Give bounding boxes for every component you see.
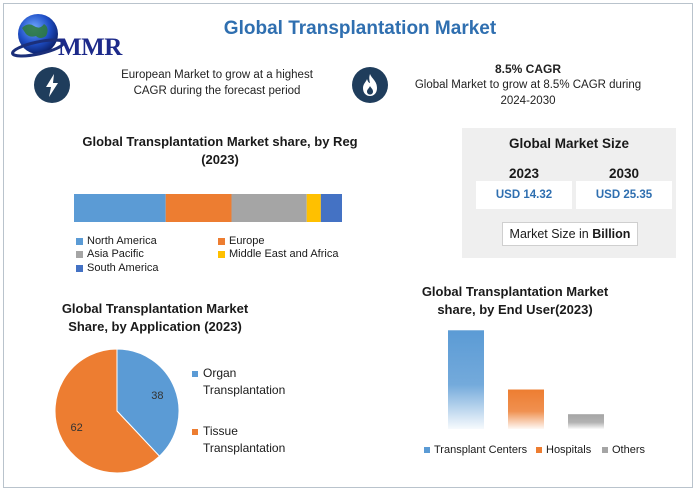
region-chart-title-line1: Global Transplantation Market share, by …: [82, 134, 358, 149]
application-chart-title-line2: Share, by Application (2023): [68, 319, 242, 334]
legend-label: Middle East and Africa: [229, 248, 339, 260]
legend-swatch: [218, 238, 225, 245]
legend-label: North America: [87, 235, 157, 247]
lightning-icon: [34, 67, 70, 103]
legend-transplant-centers: Transplant Centers: [424, 444, 527, 456]
segment-south-america: [320, 194, 342, 222]
segment-north-america: [74, 194, 166, 222]
infographic-frame: [3, 3, 693, 488]
pie-label-organ-transplantation: 38: [151, 390, 163, 402]
bar-hospitals: [508, 389, 544, 429]
unit-prefix: Market Size in: [509, 227, 589, 241]
segment-europe: [165, 194, 232, 222]
legend-swatch: [602, 447, 608, 453]
legend-label: Asia Pacific: [87, 248, 144, 260]
legend-swatch: [218, 251, 225, 258]
legend-asia-pacific: Asia Pacific: [76, 248, 144, 261]
logo-text: MMR: [58, 34, 122, 61]
highlight-europe: European Market to grow at a highest CAG…: [92, 67, 342, 99]
pie-slice-organ-transplantation: [116, 348, 180, 457]
legend-others: Others: [602, 444, 645, 456]
legend-tissue-line1: Tissue: [203, 424, 238, 438]
segment-asia-pacific: [231, 194, 307, 222]
cagr-headline: 8.5% CAGR: [494, 62, 562, 76]
value-2030: USD 25.35: [576, 181, 672, 209]
market-size-title: Global Market Size: [508, 136, 630, 151]
region-chart-title-line2: (2023): [201, 152, 239, 167]
legend-organ-line2: Transplantation: [203, 383, 286, 397]
region-chart-title: Global Transplantation Market share, by …: [70, 133, 370, 169]
pie-slice-tissue-transplantation: [54, 348, 161, 474]
bar-others: [568, 414, 604, 429]
pie-label-tissue-transplantation: 62: [71, 422, 83, 434]
legend-organ-line1: Organ: [203, 366, 237, 380]
legend-tissue-line2: Transplantation: [203, 441, 286, 455]
legend-label: Others: [612, 444, 646, 456]
page-title: Global Transplantation Market: [223, 18, 497, 39]
unit-label: Market Size in Billion: [502, 222, 638, 246]
mmr-logo: MMR: [10, 10, 140, 62]
legend-middle-east-africa: Middle East and Africa: [218, 248, 338, 261]
year-2023: 2023: [508, 166, 540, 181]
market-size-panel: Global Market Size 2023 2030 USD 14.32 U…: [462, 128, 676, 258]
legend-south-america: South America: [76, 262, 159, 275]
globe-icon: [11, 14, 65, 58]
application-chart-title-line1: Global Transplantation Market: [61, 301, 249, 316]
legend-swatch: [76, 265, 83, 272]
highlight-cagr: 8.5% CAGR Global Market to grow at 8.5% …: [398, 61, 658, 109]
legend-label: South America: [87, 262, 159, 274]
legend-north-america: North America: [76, 235, 157, 248]
legend-swatch: [192, 371, 198, 377]
legend-hospitals: Hospitals: [536, 444, 591, 456]
highlight-europe-line2: CAGR during the forecast period: [133, 85, 301, 97]
unit-bold: Billion: [592, 227, 631, 241]
application-chart-title: Global Transplantation Market Share, by …: [40, 300, 270, 336]
legend-swatch: [192, 429, 198, 435]
legend-label: Transplant Centers: [434, 444, 528, 456]
enduser-chart-title-line2: share, by End User(2023): [437, 302, 593, 317]
highlight-europe-line1: European Market to grow at a highest: [121, 69, 313, 81]
highlight-cagr-line1: Global Market to grow at 8.5% CAGR durin…: [414, 79, 642, 91]
highlight-cagr-line2: 2024-2030: [500, 95, 556, 107]
legend-swatch: [424, 447, 430, 453]
flame-icon: [352, 67, 388, 103]
enduser-chart-title-line1: Global Transplantation Market: [421, 284, 609, 299]
legend-swatch: [76, 238, 83, 245]
region-stacked-bar: [74, 194, 342, 222]
legend-europe: Europe: [218, 235, 264, 248]
bar-transplant-centers: [448, 330, 484, 429]
year-2030: 2030: [608, 166, 640, 181]
legend-organ: Organ Transplantation: [192, 365, 285, 399]
legend-label: Europe: [229, 235, 265, 247]
legend-swatch: [76, 251, 83, 258]
segment-middle-east-and-africa: [306, 194, 321, 222]
application-pie: 38 62: [54, 348, 180, 474]
enduser-chart-title: Global Transplantation Market share, by …: [390, 283, 640, 319]
value-2023: USD 14.32: [476, 181, 572, 209]
legend-swatch: [536, 447, 542, 453]
legend-tissue: Tissue Transplantation: [192, 423, 285, 457]
legend-label: Hospitals: [546, 444, 592, 456]
enduser-bar-chart: [448, 330, 604, 429]
